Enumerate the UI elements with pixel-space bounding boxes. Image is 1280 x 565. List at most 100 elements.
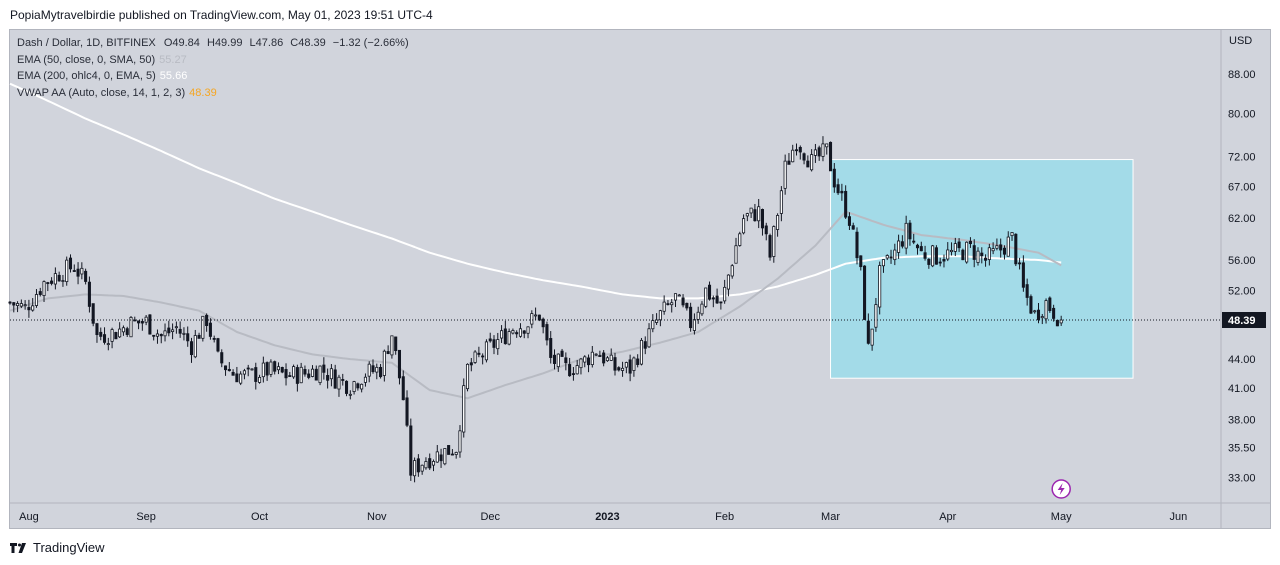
candle-body [242,370,246,375]
candle [186,326,190,347]
candle-body [477,352,481,355]
candle [500,325,504,343]
candle-body [707,284,712,300]
price-tick-label: 35.50 [1228,442,1256,454]
candle-body [23,304,27,307]
candle [749,207,753,218]
candle [375,363,379,380]
candle-body [27,307,31,311]
candle [27,299,31,318]
time-tick-label: Feb [715,511,734,523]
candle-body [76,268,80,277]
candle-body [605,357,609,362]
candle [216,337,220,353]
candle [855,227,859,265]
candle-body [760,209,765,229]
candle [821,136,825,162]
candle-body [863,265,867,320]
legend-ema200-row[interactable]: EMA (200, ohlc4, 0, EMA, 5) 55.66 [17,68,409,85]
candle-body [148,314,152,335]
candle-body [450,453,454,456]
candle [598,350,602,357]
candle-body [851,225,855,230]
candle [182,327,186,341]
candle [363,373,367,387]
candle-body [174,326,178,329]
candle-body [666,303,670,306]
candle-body [484,341,488,361]
currency-label: USD [1229,35,1252,47]
candle-body [1055,319,1059,327]
candle-body [394,336,398,352]
ohlc-low-value: 47.86 [255,37,284,49]
candle [798,145,802,160]
candle-body [1018,262,1022,265]
candle [431,459,436,472]
ema50-line [9,210,1062,400]
candle-body [802,153,806,161]
candle [632,356,636,377]
candle-body [390,335,394,356]
candle-body [904,222,908,249]
candle-body [847,216,851,226]
candle-body [201,315,205,339]
candle-body [908,222,912,240]
candle [707,281,712,301]
candle [628,354,632,382]
candle-body [447,445,451,455]
candle [19,299,23,309]
vwap-value: 48.39 [189,86,217,99]
candle [817,145,821,161]
candle [205,313,209,332]
candle-body [628,359,632,374]
candle [666,299,670,306]
candle [231,369,235,376]
legend-ema50-row[interactable]: EMA (50, close, 0, SMA, 50) 55.27 [17,52,409,69]
candle [530,310,534,329]
candle-body [980,252,984,257]
candle [356,382,360,391]
candle-body [670,302,674,306]
candle [144,314,148,326]
candle-body [583,356,587,363]
candle [492,335,496,355]
candle-body [579,358,583,369]
candle-body [500,330,504,339]
candle-body [163,330,167,337]
events-lightning-icon[interactable] [1051,479,1071,499]
candle-body [757,206,761,222]
candle [95,322,99,343]
candle-body [409,425,413,476]
candle [42,280,46,302]
ohlc-open-value: 49.84 [172,37,200,49]
ema50-layer [9,210,1062,400]
candle [931,244,935,268]
candle [802,152,806,165]
candle-body [65,259,69,283]
candle-body [526,326,530,334]
legend-symbol-row: Dash / Dollar, 1D, BITFINEX O49.84 H49.9… [17,35,409,52]
candle-body [893,249,897,261]
tradingview-brand[interactable]: TradingView [10,540,105,555]
candle-body [915,244,920,249]
candle-body [1044,300,1048,320]
candle [326,368,330,389]
candle [764,222,768,241]
candle [1055,319,1059,327]
legend-vwap-row[interactable]: VWAP AA (Auto, close, 14, 1, 2, 3) 48.39 [17,85,409,102]
candle [594,353,598,357]
candle-body [57,274,61,282]
candle [692,313,696,335]
candle [647,323,651,348]
candle-body [382,350,386,376]
candle-body [454,451,458,455]
candle-body [624,362,628,368]
candle [878,261,882,315]
candle-body [810,154,814,171]
candle-body [552,354,557,364]
candle-body [832,168,836,188]
candle [80,262,84,280]
candle [560,348,564,357]
candle [129,316,133,338]
